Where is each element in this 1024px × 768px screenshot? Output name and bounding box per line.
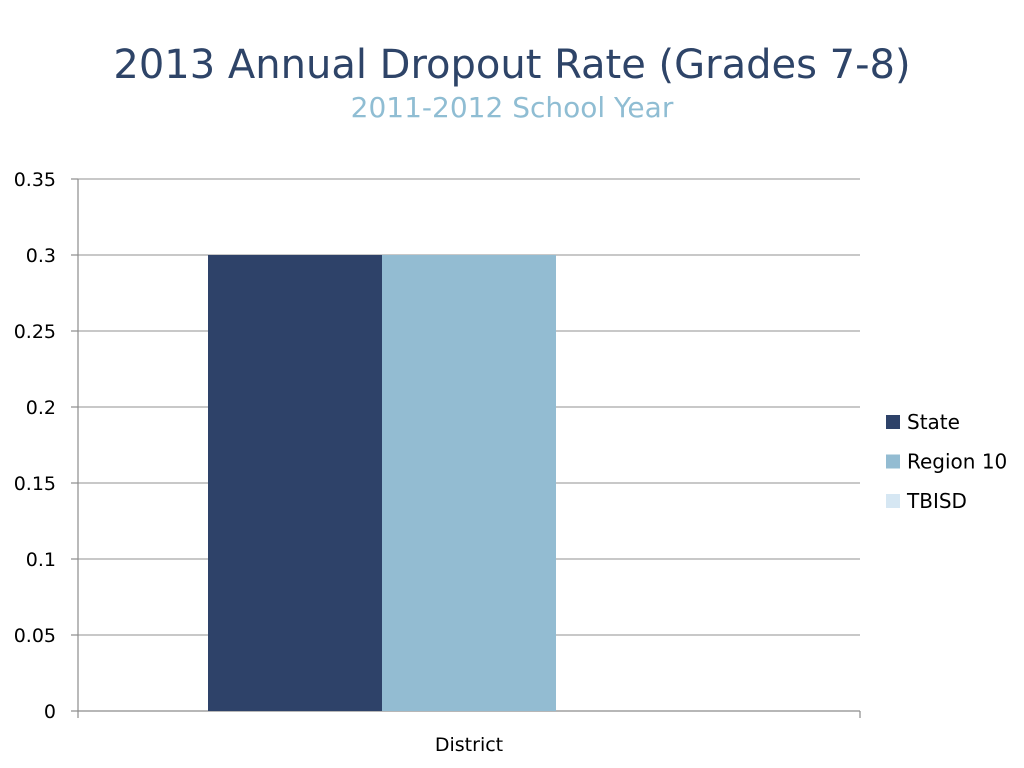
legend-swatch-region-10 — [886, 454, 900, 469]
legend-swatch-state — [886, 415, 900, 429]
legend-swatch-tbisd — [886, 494, 900, 508]
chart-title: 2013 Annual Dropout Rate (Grades 7-8) — [113, 42, 911, 88]
bars — [208, 255, 556, 711]
legend: State Region 10 TBISD — [886, 410, 1007, 513]
chart-subtitle: 2011-2012 School Year — [350, 91, 674, 124]
bar-state — [208, 255, 382, 711]
y-tick-label: 0.35 — [14, 169, 56, 191]
y-tick-label: 0.05 — [14, 625, 56, 647]
legend-label-tbisd: TBISD — [906, 489, 967, 513]
y-tick-label: 0.25 — [14, 321, 56, 343]
y-tick-labels: 0 0.05 0.1 0.15 0.2 0.25 0.3 0.35 — [14, 169, 56, 723]
legend-label-state: State — [907, 410, 960, 434]
y-tick-label: 0.2 — [26, 397, 56, 419]
x-tick-label: District — [435, 734, 503, 756]
y-tick-label: 0.1 — [26, 549, 56, 571]
legend-label-region-10: Region 10 — [907, 450, 1007, 474]
y-tick-label: 0 — [44, 701, 56, 723]
y-tick-label: 0.3 — [26, 245, 56, 267]
bar-region-10 — [382, 255, 556, 711]
x-tick-labels: District — [435, 734, 503, 756]
y-tick-label: 0.15 — [14, 473, 56, 495]
